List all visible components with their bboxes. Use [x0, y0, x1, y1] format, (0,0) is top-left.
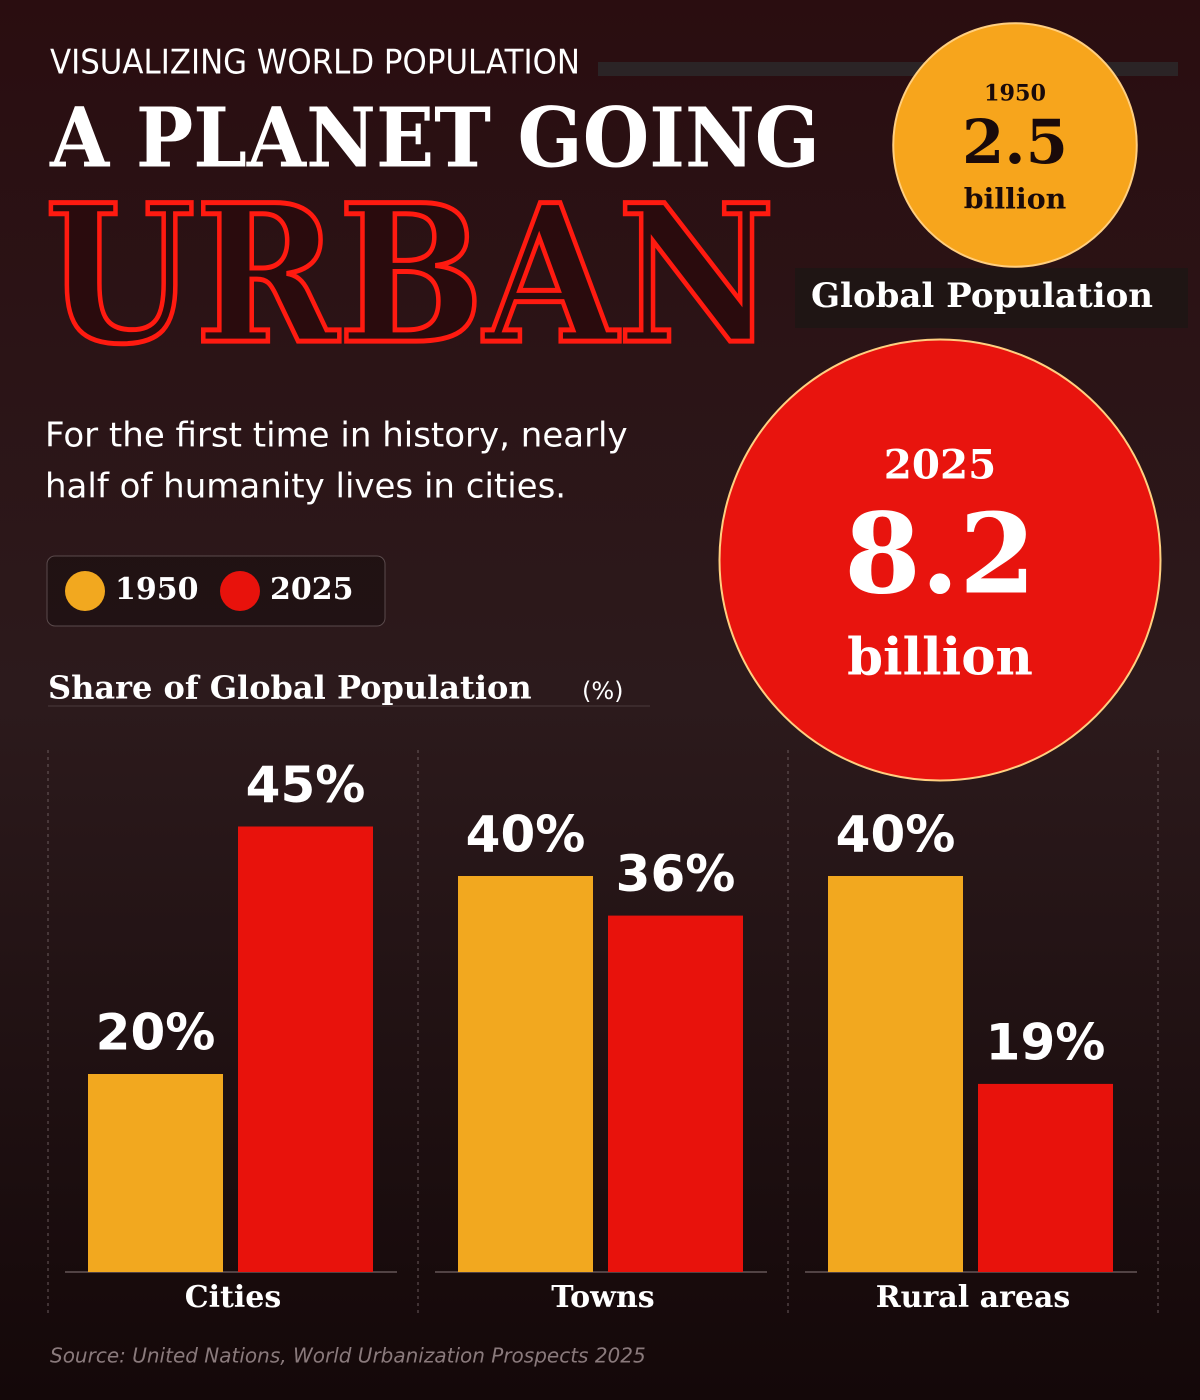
- population-year: 1950: [984, 80, 1046, 106]
- x-tick-label: Towns: [551, 1280, 654, 1315]
- kicker: VISUALIZING WORLD POPULATION: [50, 43, 580, 83]
- bar: [828, 876, 963, 1272]
- title-emphasis: URBAN: [45, 163, 775, 386]
- x-tick-label: Rural areas: [876, 1280, 1071, 1315]
- chart-title: Share of Global Population: [48, 669, 532, 707]
- bar: [978, 1083, 1113, 1272]
- subtitle-line: half of humanity lives in cities.: [45, 467, 566, 507]
- bar: [88, 1074, 223, 1272]
- subtitle-line: For the first time in history, nearly: [45, 416, 628, 456]
- title: A PLANET GOING: [49, 90, 820, 186]
- population-value: 2.5: [962, 107, 1068, 178]
- bar: [238, 826, 373, 1272]
- population-title: Global Population: [811, 276, 1153, 316]
- value-label: 40%: [836, 806, 956, 864]
- x-tick-label: Cities: [185, 1280, 282, 1315]
- legend-label: 2025: [270, 572, 354, 607]
- value-label: 36%: [616, 845, 736, 903]
- population-unit: billion: [964, 181, 1067, 215]
- value-label: 45%: [246, 756, 366, 814]
- population-value: 8.2: [844, 488, 1036, 618]
- legend-swatch: [220, 571, 260, 611]
- population-circle: [892, 22, 1138, 268]
- value-label: 40%: [466, 806, 586, 864]
- population-unit: billion: [847, 628, 1033, 688]
- chart-title-unit: (%): [582, 677, 624, 705]
- bar: [458, 876, 593, 1272]
- population-label-box: [795, 268, 1188, 328]
- bar: [608, 915, 743, 1272]
- value-label: 19%: [986, 1013, 1106, 1071]
- population-circle: [718, 338, 1162, 782]
- source: Source: United Nations, World Urbanizati…: [50, 1344, 646, 1368]
- legend-swatch: [65, 571, 105, 611]
- value-label: 20%: [96, 1004, 216, 1062]
- population-year: 2025: [884, 441, 996, 489]
- legend-box: [46, 555, 386, 627]
- legend-label: 1950: [115, 572, 199, 607]
